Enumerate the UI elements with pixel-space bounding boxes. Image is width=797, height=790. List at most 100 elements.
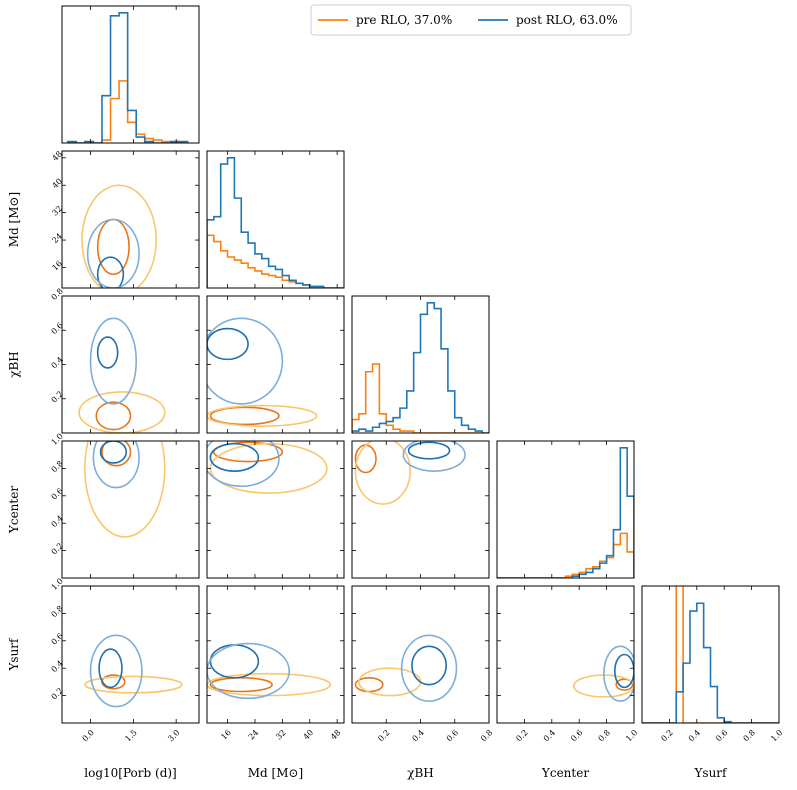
hist-pre-Yc	[497, 532, 634, 578]
hist-post-chi	[352, 302, 489, 433]
x-axis-label-chi: χBH	[407, 766, 434, 780]
panel-Yc-Md	[206, 440, 345, 579]
x-tick-label: 0.8	[742, 728, 757, 743]
contour-post-light	[86, 218, 140, 288]
contour-pre-dark	[101, 441, 132, 467]
panel-frame	[351, 440, 490, 579]
contour-post-dark	[407, 441, 451, 460]
contour-pre-dark	[209, 406, 280, 426]
plot-area-panel-Ys-Yc	[572, 645, 634, 702]
y-tick-label: 0.4	[50, 514, 65, 529]
plot-area-panel-Md-Md	[207, 157, 344, 288]
plot-area-panel-chi-logP	[78, 317, 166, 433]
contour-post-light	[402, 441, 466, 472]
contour-post-light	[207, 317, 284, 405]
x-tick-label: 24	[247, 728, 261, 742]
hist-pre-Md	[207, 234, 344, 288]
y-tick-label: 1.0	[50, 577, 65, 592]
plot-area-panel-Ys-Md	[207, 642, 332, 700]
x-tick-label: 40	[302, 728, 316, 742]
x-tick-label: 16	[219, 728, 233, 742]
legend: pre RLO, 37.0% post RLO, 63.0%	[310, 4, 632, 36]
panel-Yc-chi	[351, 440, 490, 579]
panel-frame	[496, 440, 635, 579]
y-axis-label-Md: Md [M⊙]	[7, 192, 21, 248]
x-tick-label: 0.2	[514, 728, 529, 743]
legend-frame	[310, 4, 632, 36]
panel-Md-Md	[206, 150, 345, 289]
contour-post-dark	[411, 645, 447, 686]
y-tick-label: 0.6	[50, 321, 65, 336]
contour-pre-light	[78, 391, 166, 433]
y-tick-label: 0.6	[50, 631, 65, 646]
contour-post-dark	[98, 648, 123, 689]
x-tick-label: 0.4	[411, 728, 426, 743]
hist-post-Ys	[642, 602, 779, 723]
contour-pre-light	[84, 675, 183, 694]
y-tick-label: 0.8	[50, 604, 65, 619]
panel-Ys-chi: 0.2 0.4 0.6 0.8	[351, 585, 494, 743]
contour-post-dark	[207, 327, 249, 361]
y-axis-label-chi: χBH	[7, 351, 21, 378]
x-tick-label: 3.0	[166, 728, 181, 743]
contour-pre-light	[81, 184, 157, 288]
plot-area-panel-Yc-chi	[354, 441, 466, 505]
hist-post-Yc	[497, 447, 634, 578]
x-tick-label: 0.6	[569, 728, 584, 743]
panel-frame	[351, 585, 490, 724]
panel-Ys-Ys: 0.2 0.4 0.6 0.8 1.0	[641, 585, 784, 743]
contour-post-dark	[99, 441, 128, 464]
x-tick-label: 0.8	[597, 728, 612, 743]
y-tick-label: 0.4	[50, 659, 65, 674]
y-tick-label: 0.2	[50, 389, 65, 404]
contour-post-light	[603, 645, 634, 702]
x-tick-label: 0.2	[376, 728, 391, 743]
contour-post-dark	[209, 644, 260, 679]
plot-area-panel-Yc-Yc	[497, 447, 634, 578]
panel-frame	[206, 440, 345, 579]
panel-Ys-Yc: 0.2 0.4 0.6 0.8 1.0	[496, 585, 639, 743]
panel-chi-chi	[351, 295, 490, 434]
panel-frame	[496, 585, 635, 724]
x-tick-label: 0.6	[714, 728, 729, 743]
panel-frame	[61, 5, 200, 144]
contour-post-light	[89, 634, 143, 708]
legend-label: pre RLO, 37.0%	[356, 13, 452, 27]
contour-pre-light	[358, 667, 422, 697]
contour-pre-light	[209, 442, 328, 494]
panel-frame	[61, 150, 200, 289]
contour-pre-dark	[354, 444, 377, 474]
panel-frame	[206, 585, 345, 724]
x-axis-label-Ys: Ysurf	[694, 766, 729, 780]
panel-logP-logP	[61, 5, 200, 144]
plot-area-panel-Ys-chi	[354, 634, 458, 702]
panel-frame	[206, 150, 345, 289]
x-axis-label-Yc: Ycenter	[541, 766, 589, 780]
y-axis-label-Ys: Ysurf	[7, 637, 21, 672]
contour-pre-dark	[213, 441, 284, 463]
x-tick-label: 0.8	[479, 728, 494, 743]
x-tick-label: 1.0	[624, 728, 639, 743]
x-tick-label: 0.2	[659, 728, 674, 743]
x-tick-label: 0.6	[445, 728, 460, 743]
plot-area-panel-Ys-Ys	[642, 586, 779, 723]
contour-pre-dark	[96, 218, 130, 276]
plot-area-panel-Yc-logP	[84, 441, 166, 538]
x-axis-label-logP: log10[Porb (d)]	[84, 766, 176, 780]
contour-pre-dark	[209, 676, 273, 693]
x-tick-label: 48	[329, 728, 343, 742]
contour-pre-light	[84, 441, 166, 538]
hist-pre-chi	[352, 363, 489, 433]
panel-chi-Md	[206, 295, 345, 434]
y-tick-label: 0.4	[50, 355, 65, 370]
x-tick-label: 0.4	[687, 728, 702, 743]
panel-frame	[61, 585, 200, 724]
y-tick-label: 1.0	[50, 432, 65, 447]
panel-chi-logP: 0.2 0.4 0.6 0.8	[50, 287, 200, 434]
plot-area-panel-logP-logP	[66, 12, 189, 143]
plot-area-panel-chi-Md	[207, 317, 318, 427]
legend-label: post RLO, 63.0%	[516, 13, 618, 27]
hist-post-logP	[66, 12, 189, 143]
panel-frame	[61, 440, 200, 579]
